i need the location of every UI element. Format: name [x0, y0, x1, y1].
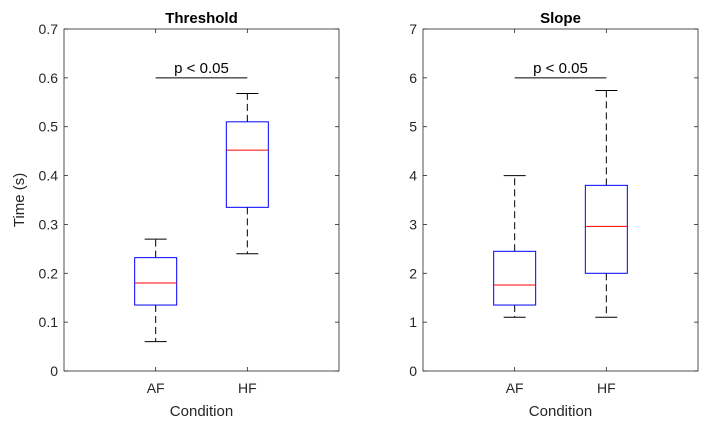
- y-tick-label: 7: [409, 21, 417, 37]
- chart-title: Threshold: [165, 10, 238, 27]
- y-tick-label: 0.6: [39, 70, 59, 86]
- y-tick-label: 6: [409, 70, 417, 86]
- y-tick-label: 4: [409, 168, 417, 184]
- y-tick-label: 0: [409, 363, 417, 379]
- x-tick-label: AF: [147, 380, 165, 396]
- y-tick-label: 0.3: [39, 216, 59, 232]
- y-tick-label: 0: [50, 363, 58, 379]
- box-af: [134, 238, 178, 343]
- y-tick-label: 0.1: [39, 314, 59, 330]
- box-af: [493, 175, 537, 318]
- y-tick-label: 1: [409, 314, 417, 330]
- y-tick-label: 5: [409, 119, 417, 135]
- iqr-box: [584, 184, 628, 274]
- y-tick-label: 0.7: [39, 21, 59, 37]
- x-tick-label: HF: [597, 380, 616, 396]
- y-tick-label: 2: [409, 265, 417, 281]
- iqr-box: [134, 257, 178, 306]
- significance-label: p < 0.05: [174, 60, 229, 77]
- y-tick-label: 0.4: [39, 168, 59, 184]
- x-axis-label: Condition: [170, 403, 233, 420]
- iqr-box: [493, 250, 537, 306]
- x-axis-label: Condition: [529, 403, 592, 420]
- y-tick-label: 0.5: [39, 119, 59, 135]
- y-tick-label: 3: [409, 216, 417, 232]
- box-hf: [225, 92, 269, 255]
- y-axis-label: Time (s): [11, 173, 28, 227]
- panel-threshold: 0 0.1 0.2 0.3 0.4 0.5 0.6 0.7 AF HF Threshold Condi…: [11, 10, 340, 420]
- panel-slope: 0 1 2 3 4 5 6 7 AF HF Slope Condition p < 0.05: [409, 10, 699, 420]
- iqr-box: [225, 121, 269, 208]
- chart-title: Slope: [540, 10, 581, 27]
- plot-frame: [422, 28, 699, 372]
- box-hf: [584, 90, 628, 318]
- significance-label: p < 0.05: [533, 60, 588, 77]
- x-tick-label: AF: [506, 380, 524, 396]
- y-tick-label: 0.2: [39, 265, 59, 281]
- x-tick-label: HF: [238, 380, 257, 396]
- plot-frame: [63, 28, 340, 372]
